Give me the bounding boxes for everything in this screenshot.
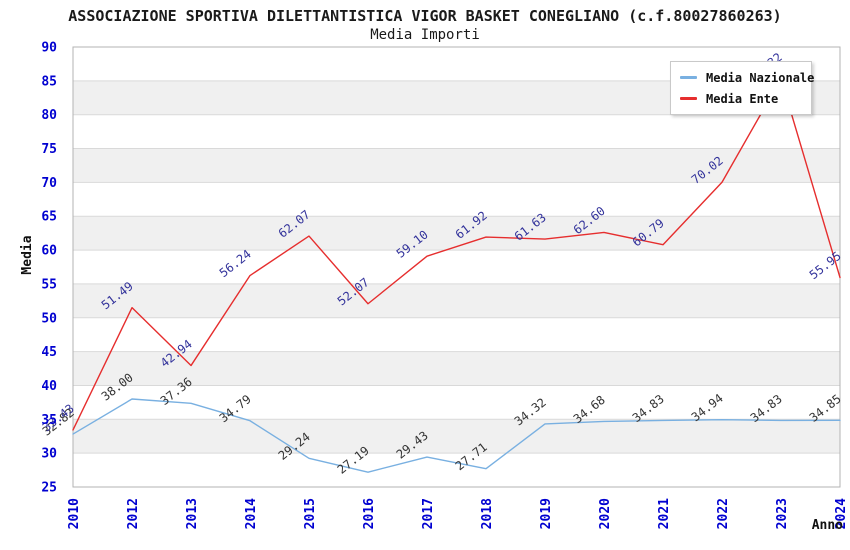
x-tick-label: 2015 — [303, 498, 318, 529]
legend-item-label: Media Ente — [706, 91, 779, 106]
x-tick-label: 2020 — [598, 498, 613, 529]
band — [73, 419, 840, 454]
x-tick-label: 2018 — [480, 498, 495, 529]
x-tick-label: 2010 — [67, 498, 82, 529]
band — [73, 216, 840, 251]
chart-subtitle: Media Importi — [370, 27, 480, 43]
y-tick-label: 55 — [41, 277, 57, 292]
legend-line-swatch — [680, 76, 697, 79]
y-tick-label: 75 — [41, 142, 57, 157]
band — [73, 182, 840, 217]
band — [73, 148, 840, 183]
legend-item-label: Media Nazionale — [706, 70, 815, 85]
legend-item-media-ente[interactable]: Media Ente — [680, 88, 802, 109]
y-tick-label: 80 — [41, 108, 57, 123]
x-tick-label: 2014 — [244, 498, 259, 529]
y-axis-ticks: 25 30 35 40 45 50 55 60 65 70 75 80 85 90 — [41, 41, 57, 496]
y-tick-label: 90 — [41, 41, 57, 56]
band — [73, 351, 840, 386]
band — [73, 114, 840, 149]
plot-border — [72, 46, 841, 488]
band — [73, 283, 840, 318]
y-tick-label: 65 — [41, 210, 57, 225]
series-line-media-ente — [72, 77, 841, 431]
x-tick-label: 2012 — [126, 498, 141, 529]
x-tick-label: 2017 — [421, 498, 436, 529]
x-tick-label: 2021 — [657, 498, 672, 529]
band — [73, 385, 840, 420]
y-tick-label: 30 — [41, 447, 57, 462]
legend-line-swatch — [680, 97, 697, 100]
band — [73, 317, 840, 352]
x-axis-ticks: 2010 2012 2013 2014 2015 2016 2017 2018 2019 2020… — [67, 498, 849, 529]
x-axis-title: Anno — [812, 518, 843, 533]
band — [73, 250, 840, 284]
series-line-media-nazionale — [72, 398, 841, 473]
x-tick-label: 2022 — [716, 498, 731, 529]
y-tick-label: 60 — [41, 244, 57, 259]
y-tick-label: 25 — [41, 481, 57, 496]
chart-title: ASSOCIAZIONE SPORTIVA DILETTANTISTICA VI… — [68, 7, 782, 25]
x-tick-label: 2023 — [775, 498, 790, 529]
legend-item-media-nazionale[interactable]: Media Nazionale — [680, 67, 814, 88]
x-tick-label: 2024 — [834, 498, 849, 529]
y-axis-title: Media — [20, 235, 35, 274]
y-tick-label: 50 — [41, 311, 57, 326]
y-tick-label: 35 — [41, 413, 57, 428]
y-tick-label: 45 — [41, 345, 57, 360]
y-tick-label: 40 — [41, 379, 57, 394]
legend: Media Nazionale Media Ente — [670, 61, 814, 115]
band — [73, 453, 840, 487]
y-tick-label: 70 — [41, 176, 57, 191]
x-tick-label: 2016 — [362, 498, 377, 529]
plot-bands — [73, 47, 840, 487]
x-tick-label: 2013 — [185, 498, 200, 529]
x-tick-label: 2019 — [539, 498, 554, 529]
y-tick-label: 85 — [41, 74, 57, 89]
